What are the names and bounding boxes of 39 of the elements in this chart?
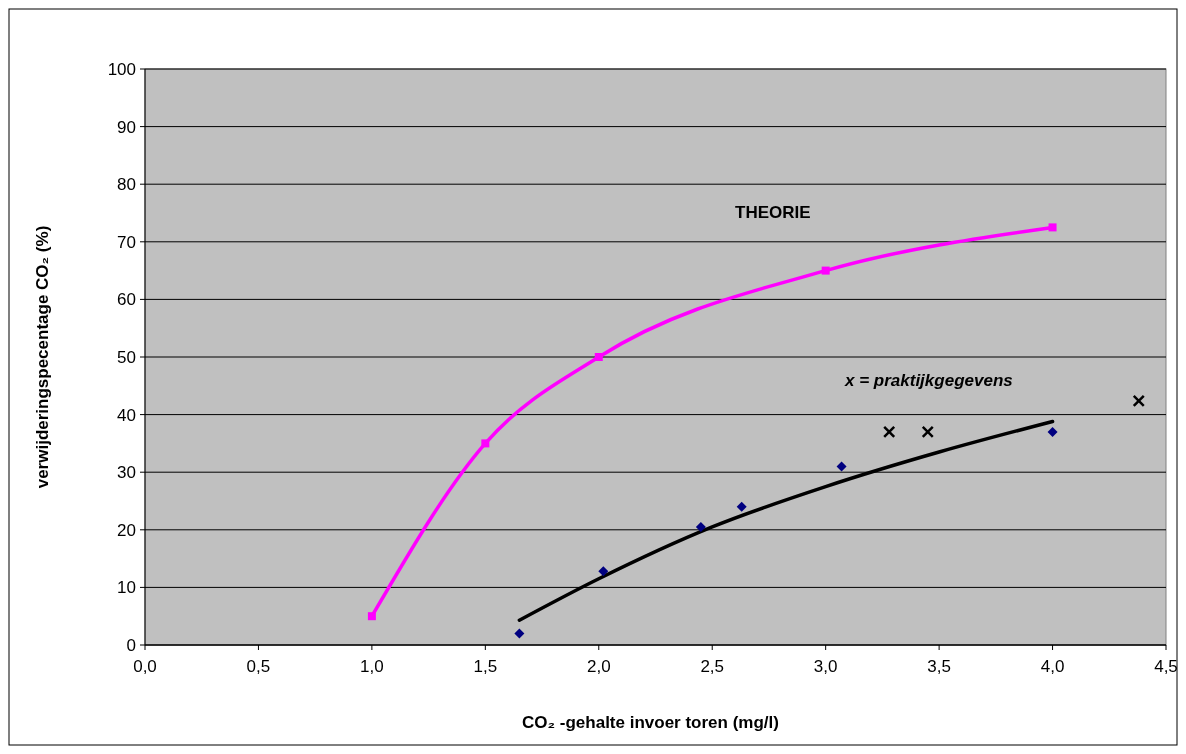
y-tick-label: 100 — [107, 59, 136, 79]
y-tick-label: 90 — [117, 117, 136, 137]
point — [921, 425, 935, 439]
y-tick-label: 0 — [126, 635, 136, 655]
point — [736, 501, 747, 512]
y-tick-label: 50 — [117, 347, 136, 367]
point — [1048, 223, 1057, 232]
x-tick-label: 0,5 — [246, 657, 271, 676]
x-tick-label: 1,0 — [360, 657, 384, 676]
y-tick-label: 40 — [117, 405, 136, 425]
point — [1132, 394, 1146, 408]
point — [514, 628, 525, 639]
x-tick-label: 4,5 — [1154, 657, 1178, 676]
y-tick-label: 80 — [117, 175, 136, 195]
point — [882, 425, 896, 439]
y-axis-title: verwijderingspecentage CO₂ (%) — [33, 225, 52, 489]
x-tick-label: 2,5 — [700, 657, 725, 676]
point — [695, 521, 706, 532]
point — [481, 439, 490, 448]
x-tick-label: 3,5 — [927, 657, 951, 676]
annotation: THEORIE — [735, 203, 811, 222]
x-tick-label: 0,0 — [133, 657, 157, 676]
annotation: x = praktijkgegevens — [844, 371, 1013, 390]
y-tick-label: 30 — [117, 463, 136, 483]
x-tick-label: 2,0 — [586, 657, 611, 676]
point — [1047, 426, 1058, 437]
point — [594, 353, 603, 361]
x-tick-label: 4,0 — [1040, 657, 1065, 676]
y-tick-label: 10 — [117, 578, 136, 598]
point — [367, 612, 376, 621]
x-tick-label: 3,0 — [813, 657, 838, 676]
y-tick-label: 20 — [117, 520, 136, 540]
x-axis-title: CO₂ -gehalte invoer toren (mg/l) — [522, 713, 779, 732]
point — [836, 461, 847, 472]
point — [821, 266, 830, 275]
x-tick-label: 1,5 — [473, 657, 498, 676]
y-tick-label: 60 — [117, 290, 136, 310]
point — [598, 566, 609, 577]
y-tick-label: 70 — [117, 232, 136, 252]
